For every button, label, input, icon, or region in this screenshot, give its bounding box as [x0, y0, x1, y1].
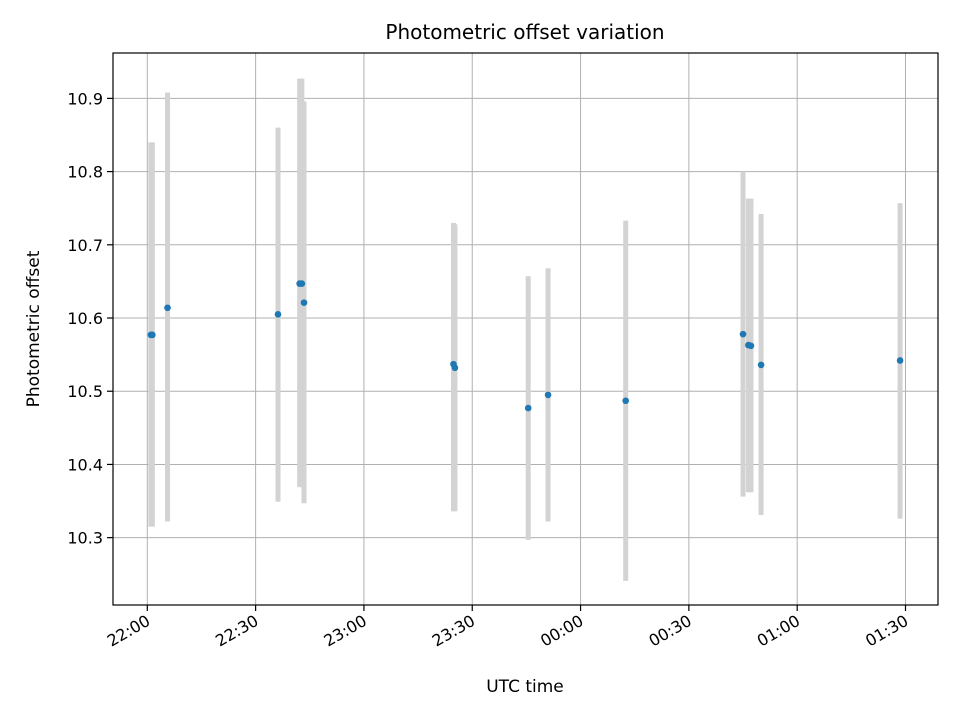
y-tick-label: 10.4	[67, 455, 103, 474]
data-point	[739, 330, 747, 338]
y-tick-label: 10.5	[67, 382, 103, 401]
grid-layer	[113, 53, 938, 605]
point-layer	[147, 280, 904, 412]
data-point	[149, 331, 156, 339]
data-point	[298, 280, 306, 287]
plot-frame	[112, 52, 939, 606]
data-point	[544, 391, 552, 399]
data-point	[747, 342, 755, 350]
chart-title: Photometric offset variation	[385, 20, 664, 44]
data-point	[274, 311, 282, 318]
data-point	[300, 299, 308, 306]
y-tick-label: 10.3	[67, 529, 103, 548]
y-tick-label: 10.9	[67, 89, 103, 108]
data-point	[164, 304, 171, 312]
data-point	[524, 404, 532, 412]
data-point	[451, 364, 459, 372]
data-point	[757, 361, 765, 369]
y-axis-title: Photometric offset	[24, 250, 44, 407]
y-tick-label: 10.6	[67, 309, 103, 328]
data-point	[622, 397, 629, 405]
y-tick-label: 10.8	[67, 163, 103, 182]
data-point	[896, 357, 904, 364]
y-tick-label: 10.7	[67, 236, 103, 255]
x-axis-title: UTC time	[486, 677, 564, 697]
